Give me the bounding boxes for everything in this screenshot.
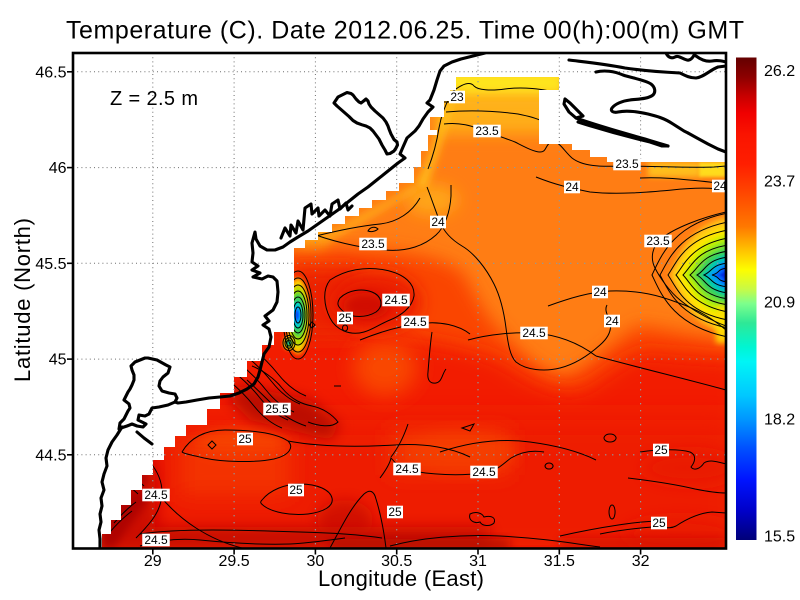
svg-text:23.5: 23.5 [361,237,385,251]
svg-text:24.5: 24.5 [522,326,546,340]
svg-text:29.5: 29.5 [219,553,250,570]
svg-text:26.2: 26.2 [764,63,795,80]
svg-text:30: 30 [307,553,325,570]
svg-text:29: 29 [144,553,162,570]
svg-text:46.5: 46.5 [35,64,66,81]
svg-text:24: 24 [605,314,619,328]
svg-text:18.2: 18.2 [764,412,795,429]
svg-text:20.9: 20.9 [764,295,795,312]
svg-text:32: 32 [632,553,650,570]
svg-text:30.5: 30.5 [381,553,412,570]
svg-text:25: 25 [238,432,252,446]
svg-text:24: 24 [593,285,607,299]
svg-text:24.5: 24.5 [144,533,168,547]
svg-text:Latitude (North): Latitude (North) [10,218,35,382]
svg-text:23.7: 23.7 [764,173,795,190]
svg-text:24.5: 24.5 [403,315,427,329]
svg-text:24.5: 24.5 [144,488,168,502]
svg-text:31: 31 [469,553,487,570]
svg-text:24: 24 [431,215,445,229]
svg-text:25: 25 [652,516,666,530]
svg-text:25: 25 [388,505,402,519]
svg-text:45: 45 [49,352,67,369]
svg-text:46: 46 [49,160,67,177]
svg-text:24: 24 [713,179,727,193]
svg-text:31.5: 31.5 [544,553,575,570]
svg-text:23.5: 23.5 [646,234,670,248]
svg-text:24.5: 24.5 [395,462,419,476]
svg-text:25: 25 [338,311,352,325]
svg-text:25: 25 [654,443,668,457]
svg-text:Temperature (C). Date 2012.06.: Temperature (C). Date 2012.06.25. Time 0… [66,17,744,45]
svg-text:23: 23 [450,90,464,104]
svg-text:24.5: 24.5 [384,293,408,307]
svg-text:24.5: 24.5 [472,465,496,479]
svg-text:15.5: 15.5 [764,529,795,546]
svg-text:25.5: 25.5 [265,402,289,416]
svg-text:24: 24 [565,180,579,194]
svg-text:25: 25 [289,483,303,497]
svg-text:23.5: 23.5 [475,124,499,138]
svg-text:Z = 2.5 m: Z = 2.5 m [110,88,198,110]
svg-text:45.5: 45.5 [35,256,66,273]
svg-text:23.5: 23.5 [615,157,639,171]
svg-text:Longitude (East): Longitude (East) [318,566,484,591]
svg-text:44.5: 44.5 [35,447,66,464]
